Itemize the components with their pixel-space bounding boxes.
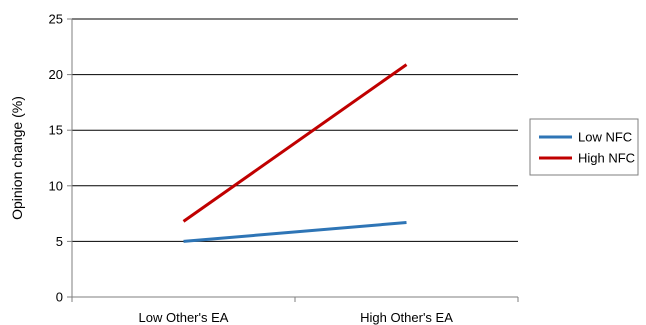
y-tick-label: 10 — [49, 178, 63, 193]
y-tick-label: 25 — [49, 12, 63, 27]
legend: Low NFC High NFC — [529, 118, 639, 176]
x-axis-tick-labels: Low Other's EA High Other's EA — [139, 310, 454, 325]
y-axis-tick-labels: 0 5 10 15 20 25 — [49, 12, 63, 305]
gridlines — [67, 18, 518, 298]
legend-box — [529, 118, 639, 176]
y-tick-label: 0 — [56, 290, 63, 305]
legend-label: Low NFC — [578, 130, 632, 145]
series-line-high-nfc — [182, 63, 408, 223]
legend-label: High NFC — [578, 151, 635, 166]
y-tick-label: 5 — [56, 234, 63, 249]
x-tick-label: Low Other's EA — [139, 310, 229, 325]
y-tick-label: 15 — [49, 123, 63, 138]
x-tick-label: High Other's EA — [360, 310, 453, 325]
series-line-low-nfc — [183, 221, 407, 243]
y-tick-label: 20 — [49, 67, 63, 82]
y-axis-title: Opinion change (%) — [9, 96, 25, 220]
x-axis-ticks — [71, 297, 519, 302]
series-lines — [182, 63, 408, 243]
